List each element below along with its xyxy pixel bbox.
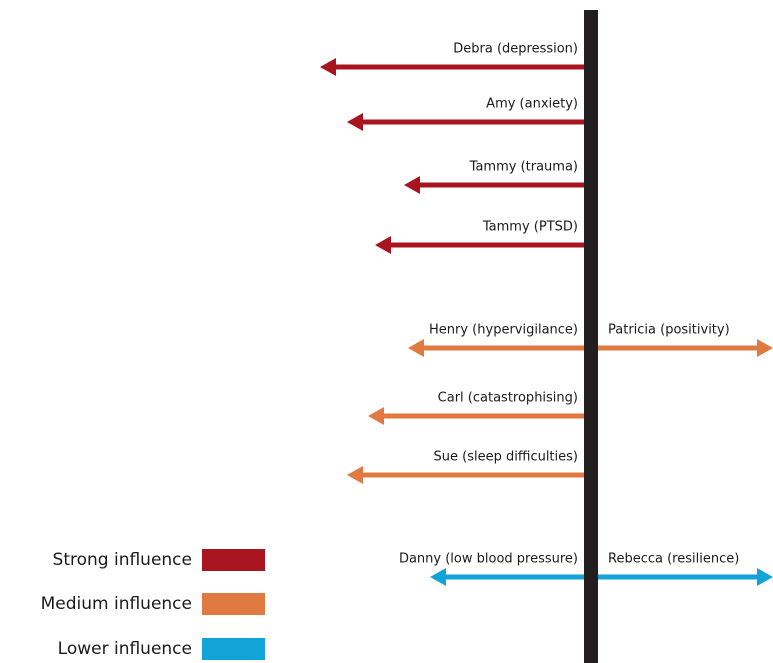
arrow-label: Danny (low blood pressure) bbox=[399, 552, 578, 567]
arrow-shaft bbox=[598, 345, 758, 351]
arrow-shaft bbox=[362, 119, 584, 125]
legend-swatch bbox=[202, 549, 265, 571]
arrow-shaft bbox=[383, 413, 584, 419]
legend-label: Lower influence bbox=[58, 639, 192, 659]
arrow-shaft bbox=[445, 574, 584, 580]
arrow-label: Henry (hypervigilance) bbox=[429, 323, 578, 338]
arrow-shaft bbox=[390, 242, 584, 248]
arrow-head bbox=[347, 113, 363, 131]
center-bar bbox=[584, 10, 598, 663]
legend-swatch bbox=[202, 593, 265, 615]
arrow-shaft bbox=[419, 182, 584, 188]
arrow-label: Amy (anxiety) bbox=[486, 97, 578, 112]
arrow-label: Tammy (PTSD) bbox=[482, 220, 578, 235]
arrow-head bbox=[368, 407, 384, 425]
legend-label: Strong influence bbox=[53, 550, 192, 570]
arrow-head bbox=[757, 568, 773, 586]
arrow-shaft bbox=[362, 472, 584, 478]
arrow-head bbox=[757, 339, 773, 357]
arrow-head bbox=[320, 58, 336, 76]
arrow-shaft bbox=[423, 345, 584, 351]
arrow-head bbox=[404, 176, 420, 194]
arrow-label: Carl (catastrophising) bbox=[438, 391, 578, 406]
arrow-label: Tammy (trauma) bbox=[469, 160, 578, 175]
legend-label: Medium influence bbox=[41, 594, 192, 614]
arrow-shaft bbox=[598, 574, 758, 580]
arrow-head bbox=[375, 236, 391, 254]
arrow-shaft bbox=[335, 64, 584, 70]
arrow-label: Sue (sleep difficulties) bbox=[434, 450, 578, 465]
arrow-head bbox=[347, 466, 363, 484]
legend-swatch bbox=[202, 638, 265, 660]
arrow-label: Debra (depression) bbox=[453, 42, 578, 57]
arrow-head bbox=[430, 568, 446, 586]
arrow-head bbox=[408, 339, 424, 357]
arrow-label: Patricia (positivity) bbox=[608, 323, 730, 338]
arrow-label: Rebecca (resilience) bbox=[608, 552, 739, 567]
